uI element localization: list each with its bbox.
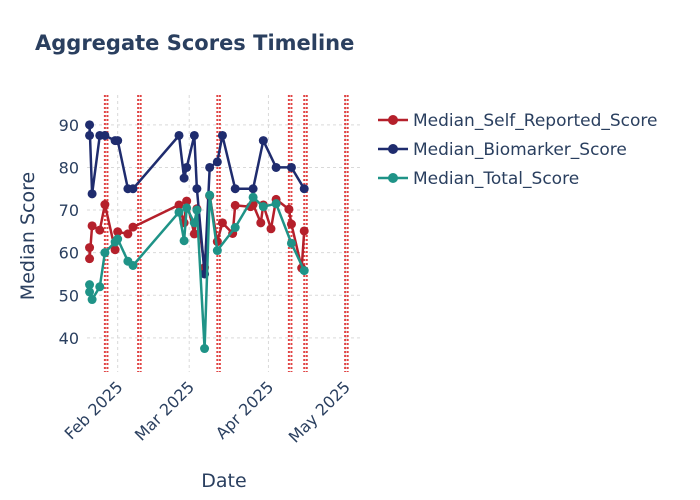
data-point bbox=[230, 184, 240, 194]
data-point bbox=[182, 203, 192, 213]
data-point bbox=[286, 219, 296, 229]
data-point bbox=[271, 199, 281, 209]
legend-marker bbox=[388, 115, 398, 125]
data-point bbox=[200, 344, 210, 354]
y-tick-label: 60 bbox=[59, 244, 79, 263]
legend-label: Median_Total_Score bbox=[413, 169, 579, 189]
legend-marker bbox=[388, 173, 398, 183]
grid-layer bbox=[87, 95, 363, 372]
data-point bbox=[248, 192, 258, 202]
data-point bbox=[217, 218, 227, 228]
data-point bbox=[85, 280, 95, 290]
data-point bbox=[286, 238, 296, 248]
data-point bbox=[174, 200, 184, 210]
data-point bbox=[212, 157, 222, 167]
legend-label: Median_Self_Reported_Score bbox=[413, 111, 658, 131]
data-point bbox=[189, 229, 199, 239]
data-point bbox=[123, 229, 133, 239]
data-point bbox=[217, 130, 227, 140]
y-tick-label: 90 bbox=[59, 116, 79, 135]
data-point bbox=[87, 189, 97, 199]
data-point bbox=[189, 218, 199, 228]
data-point bbox=[174, 207, 184, 217]
data-point bbox=[299, 184, 309, 194]
data-point bbox=[95, 282, 105, 292]
data-point bbox=[179, 236, 189, 246]
y-tick-label: 50 bbox=[59, 286, 79, 305]
y-axis-title: Median Score bbox=[17, 172, 39, 300]
legend-item: Median_Self_Reported_Score bbox=[378, 111, 658, 131]
legend-label: Median_Biomarker_Score bbox=[413, 140, 627, 160]
data-point bbox=[110, 245, 120, 255]
series-Median_Total_Score bbox=[85, 190, 309, 354]
y-axis-ticks: 40 50 60 70 80 90 bbox=[59, 116, 79, 348]
data-point bbox=[189, 130, 199, 140]
y-tick-label: 70 bbox=[59, 201, 79, 220]
data-point bbox=[271, 162, 281, 172]
data-point bbox=[248, 184, 258, 194]
legend-marker bbox=[388, 144, 398, 154]
data-point bbox=[256, 218, 266, 228]
data-point bbox=[205, 190, 215, 200]
data-point bbox=[85, 287, 95, 297]
legend: Median_Self_Reported_Score Median_Biomark… bbox=[378, 111, 658, 189]
data-point bbox=[230, 223, 240, 233]
x-axis-title: Date bbox=[201, 470, 246, 492]
data-point bbox=[212, 246, 222, 256]
data-point bbox=[192, 184, 202, 194]
data-point bbox=[113, 234, 123, 244]
data-point bbox=[85, 254, 95, 264]
data-point bbox=[182, 162, 192, 172]
data-point bbox=[100, 200, 110, 210]
data-point bbox=[87, 221, 97, 231]
data-point bbox=[113, 136, 123, 146]
data-point bbox=[299, 266, 309, 276]
y-tick-label: 40 bbox=[59, 329, 79, 348]
data-point bbox=[286, 162, 296, 172]
legend-item: Median_Total_Score bbox=[378, 169, 579, 189]
series-Median_Biomarker_Score bbox=[85, 120, 309, 279]
data-point bbox=[100, 130, 110, 140]
data-point bbox=[128, 184, 138, 194]
data-point bbox=[85, 130, 95, 140]
chart-title: Aggregate Scores Timeline bbox=[35, 31, 354, 55]
data-point bbox=[182, 196, 192, 206]
data-point bbox=[266, 224, 276, 234]
data-point bbox=[95, 225, 105, 235]
data-point bbox=[205, 162, 215, 172]
data-point bbox=[192, 205, 202, 215]
data-point bbox=[128, 222, 138, 232]
data-point bbox=[85, 243, 95, 253]
data-point bbox=[85, 120, 95, 130]
data-point bbox=[284, 204, 294, 214]
data-point bbox=[87, 295, 97, 305]
data-point bbox=[258, 136, 268, 146]
data-point bbox=[230, 200, 240, 210]
series-layer bbox=[85, 120, 309, 354]
legend-item: Median_Biomarker_Score bbox=[378, 140, 627, 160]
data-point bbox=[179, 173, 189, 183]
data-point bbox=[174, 130, 184, 140]
y-tick-label: 80 bbox=[59, 158, 79, 177]
data-point bbox=[258, 202, 268, 212]
data-point bbox=[128, 260, 138, 270]
data-point bbox=[113, 227, 123, 237]
data-point bbox=[100, 248, 110, 258]
data-point bbox=[299, 226, 309, 236]
